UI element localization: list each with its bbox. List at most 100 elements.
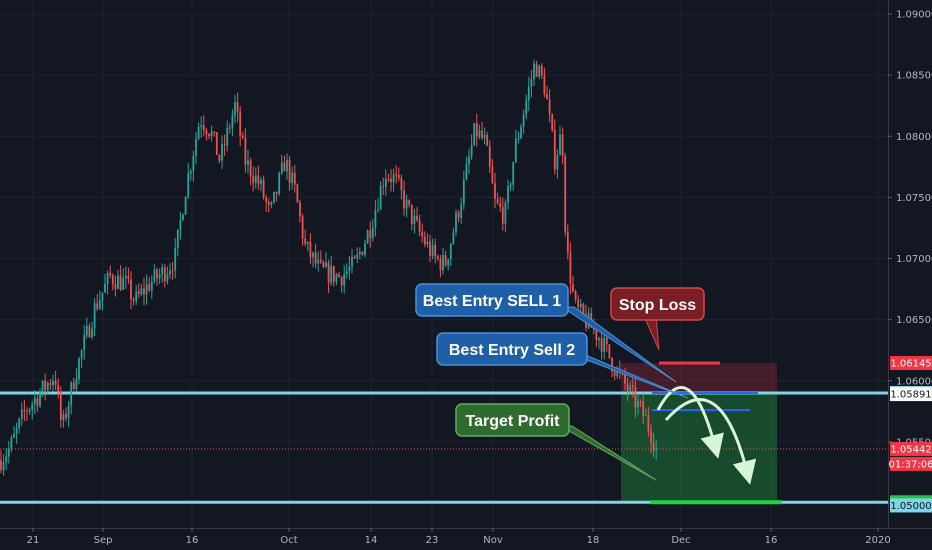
bearish-candle (244, 138, 247, 165)
text-annotations[interactable]: Best Entry SELL 1 Best Entry Sell 2 Stop L… (415, 283, 705, 481)
bullish-candle (31, 404, 34, 410)
bearish-candle (283, 162, 286, 172)
trade-drawings[interactable] (650, 361, 782, 505)
bullish-candle (377, 209, 379, 211)
bearish-candle (205, 130, 208, 135)
bearish-candle (566, 232, 569, 253)
bearish-candle (132, 299, 135, 301)
short-position-box[interactable] (621, 363, 777, 503)
bullish-candle (70, 382, 73, 406)
bullish-candle (15, 427, 18, 434)
callout-box[interactable] (436, 332, 588, 366)
bearish-candle (403, 190, 405, 209)
bearish-candle (309, 241, 312, 258)
bullish-candle (5, 456, 8, 463)
bearish-candle (564, 156, 567, 233)
bearish-candle (213, 131, 216, 133)
bearish-candle (353, 256, 356, 259)
bullish-candle (78, 358, 80, 380)
bullish-candle (616, 368, 619, 377)
price-tick-label: 1.08500 (896, 71, 932, 82)
bearish-candle (319, 259, 322, 262)
time-tick-label: Sep (94, 535, 113, 546)
bearish-candle (631, 385, 634, 388)
bullish-candle (637, 401, 639, 408)
bearish-candle (416, 215, 418, 220)
forecast-arrow-2[interactable] (664, 398, 757, 485)
callout-label: Best Entry Sell 2 (449, 342, 575, 359)
bearish-candle (642, 401, 645, 416)
bullish-candle (374, 210, 377, 228)
bullish-candle (468, 156, 470, 165)
callout-box[interactable] (610, 287, 705, 321)
price-tick-label: 1.07000 (896, 254, 932, 265)
price-tag (890, 387, 932, 402)
bullish-candle (522, 114, 525, 127)
stop-loss-callout[interactable]: Stop Loss (610, 287, 705, 351)
best-entry-sell-2-callout[interactable]: Best Entry Sell 2 (436, 332, 689, 399)
bearish-candle (494, 183, 496, 199)
bearish-candle (26, 411, 28, 413)
bullish-candle (67, 405, 70, 419)
time-tick-label: 23 (426, 535, 439, 546)
bullish-candle (91, 328, 93, 337)
bullish-candle (371, 227, 374, 239)
bullish-candle (189, 170, 192, 174)
callout-box[interactable] (455, 403, 570, 437)
bullish-candle (46, 383, 49, 391)
bearish-candle (595, 329, 598, 340)
bearish-candle (262, 179, 265, 198)
bullish-candle (150, 281, 153, 291)
bullish-candle (462, 179, 465, 205)
bullish-candle (270, 202, 273, 205)
forecast-arrow-1[interactable] (656, 386, 724, 459)
bearish-candle (611, 357, 613, 372)
bearish-candle (252, 176, 255, 183)
bullish-candle (598, 338, 600, 340)
bullish-candle (106, 272, 109, 285)
target-profit-callout[interactable]: Target Profit (455, 403, 657, 481)
bullish-candle (556, 155, 559, 170)
bullish-candle (278, 173, 281, 194)
bullish-candle (197, 127, 200, 140)
bearish-candle (569, 252, 572, 284)
time-axis[interactable]: 21 Sep 16 Oct 14 23 Nov 18 Dec 16 2020 (0, 528, 932, 546)
bearish-candle (23, 409, 26, 412)
bullish-candle (83, 335, 86, 351)
bullish-candle (280, 162, 283, 174)
bearish-candle (241, 135, 244, 139)
bullish-candle (210, 131, 213, 137)
bullish-candle (2, 462, 5, 470)
bearish-candle (488, 145, 491, 167)
bearish-candle (338, 274, 340, 277)
risk-zone[interactable] (621, 363, 777, 393)
bullish-candle (195, 139, 197, 156)
bullish-candle (345, 271, 348, 275)
bullish-candle (655, 448, 658, 451)
bullish-candle (330, 266, 333, 283)
time-tick-label: Oct (280, 535, 297, 546)
bearish-candle (171, 270, 174, 272)
price-tag-label: 1.05000 (890, 501, 931, 512)
bullish-candle (140, 288, 143, 294)
bullish-candle (273, 191, 275, 203)
bearish-candle (304, 238, 307, 244)
bullish-candle (507, 185, 509, 203)
bullish-candle (184, 196, 187, 215)
bearish-candle (44, 380, 47, 391)
price-tag-label: 1.05891 (890, 390, 931, 401)
bearish-candle (332, 266, 335, 282)
bullish-candle (98, 300, 101, 309)
bearish-candle (481, 130, 483, 138)
bearish-candle (111, 275, 114, 285)
bullish-candle (179, 219, 182, 230)
bearish-candle (650, 430, 652, 443)
bearish-candle (148, 284, 151, 291)
bullish-candle (473, 123, 476, 146)
bullish-candle (135, 291, 138, 301)
best-entry-sell-1-callout[interactable]: Best Entry SELL 1 (415, 283, 677, 383)
callout-box[interactable] (415, 283, 569, 317)
bearish-candle (275, 191, 278, 194)
